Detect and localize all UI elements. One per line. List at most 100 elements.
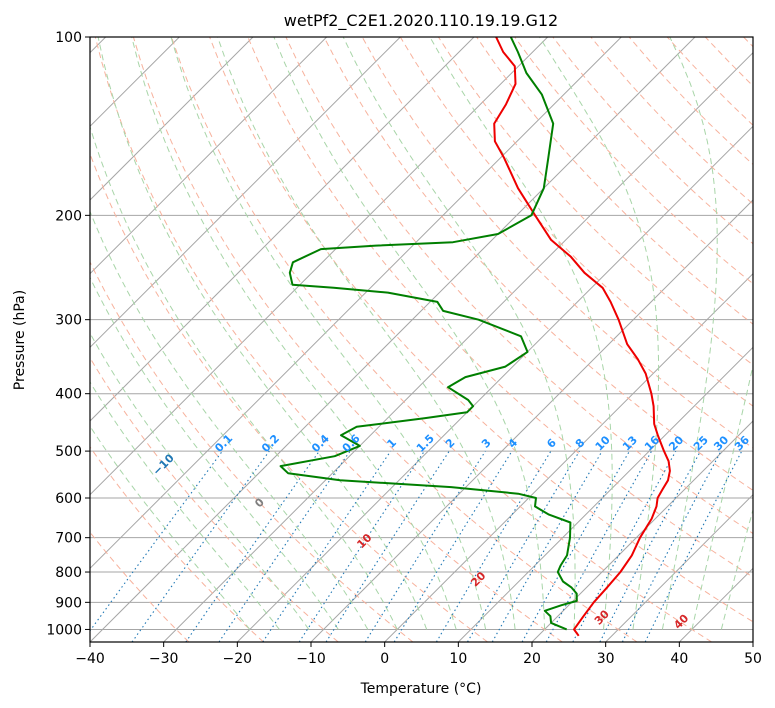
- sounding-series: [279, 37, 671, 637]
- moist-adiabat-line: [691, 363, 753, 630]
- x-tick-label: 0: [380, 651, 389, 667]
- y-tick-label: 200: [55, 208, 82, 224]
- mixing-ratio-line: [572, 450, 677, 642]
- dry-adiabat-line: [247, 37, 753, 578]
- dry-adiabat-label: −30: [0, 375, 9, 402]
- isotherm-line: [605, 493, 753, 642]
- mixing-ratio-line: [393, 450, 513, 642]
- moist-adiabat-line: [90, 276, 339, 630]
- moist-adiabat-line: [539, 37, 660, 630]
- mixing-ratio-label: 16: [642, 433, 662, 453]
- mixing-ratio-label: 6: [544, 436, 559, 451]
- dry-adiabat-line: [590, 37, 753, 205]
- dry-adiabat-line: [476, 37, 753, 325]
- isotherm-line: [90, 37, 696, 642]
- isotherm-line: [531, 420, 753, 642]
- dry-adiabat-line: [666, 37, 753, 126]
- isotherm-line: [678, 567, 753, 642]
- mixing-ratio-label: 36: [732, 433, 752, 453]
- dry-adiabat-line: [90, 260, 414, 642]
- moist-adiabat-line: [131, 37, 457, 630]
- y-tick-label: 500: [55, 444, 82, 460]
- moist-adiabat-line: [170, 37, 487, 630]
- y-tick-label: 1000: [46, 622, 82, 638]
- mixing-ratio-line: [218, 450, 351, 642]
- mixing-ratio-line: [599, 450, 701, 642]
- mixing-ratio-label: 30: [711, 433, 731, 453]
- isotherm-line: [236, 125, 753, 642]
- x-tick-label: 10: [449, 651, 467, 667]
- dry-adiabat-line: [743, 37, 753, 48]
- dry-adiabat-label: −20: [62, 413, 89, 440]
- dry-adiabat-line: [90, 531, 190, 642]
- moist-adiabat-line: [429, 37, 613, 630]
- moist-adiabat-line: [661, 37, 718, 630]
- x-tick-label: 50: [744, 651, 762, 667]
- isotherm-line: [457, 346, 753, 642]
- mixing-ratio-label: 2: [443, 436, 458, 451]
- x-tick-label: −40: [75, 651, 105, 667]
- dry-adiabat-line: [90, 446, 264, 642]
- mixing-ratio-line: [467, 450, 580, 642]
- isotherm-line: [163, 51, 753, 642]
- mixing-ratio-label: 4: [506, 436, 521, 451]
- mixing-ratio-line: [364, 450, 486, 642]
- y-tick-label: 300: [55, 313, 82, 329]
- y-tick-label: 900: [55, 595, 82, 611]
- mixing-ratio-label: 3: [479, 436, 494, 451]
- moist-adiabat-line: [90, 425, 251, 630]
- background-lines: [90, 37, 753, 642]
- isotherm-line: [90, 37, 475, 422]
- mixing-ratio-label: 20: [666, 433, 686, 453]
- y-tick-label: 100: [55, 30, 82, 46]
- dry-adiabat-line: [437, 37, 753, 366]
- line-labels: −100−90−80−70−60−50−40−30−20−10010203040…: [0, 375, 752, 632]
- dewpoint-series-line: [279, 37, 578, 631]
- moist-adiabat-line: [342, 37, 576, 630]
- x-tick-label: −20: [223, 651, 253, 667]
- x-axis: −40 −30 −20 −10 0 10 20 30 40 50: [75, 642, 762, 667]
- y-tick-label: 600: [55, 491, 82, 507]
- mixing-ratio-line: [262, 450, 392, 642]
- x-tick-label: −30: [149, 651, 179, 667]
- y-tick-label: 700: [55, 531, 82, 547]
- x-axis-title: Temperature (°C): [360, 681, 482, 697]
- moist-adiabat-line: [97, 37, 428, 630]
- dry-adiabat-line: [90, 152, 488, 642]
- isotherm-line: [752, 641, 753, 642]
- dry-adiabat-line: [704, 37, 753, 87]
- dry-adiabat-label: 10: [354, 531, 374, 551]
- dry-adiabat-label: −10: [150, 451, 177, 478]
- isotherm-line: [90, 37, 549, 496]
- moist-adiabat-line: [217, 37, 516, 630]
- mixing-ratio-label: 1: [384, 436, 399, 451]
- isotherm-line: [384, 272, 753, 642]
- moist-adiabat-line: [90, 381, 280, 630]
- isotherm-line: [90, 37, 622, 570]
- dry-adiabat-line: [171, 37, 712, 642]
- temperature-series-line: [493, 37, 671, 637]
- moist-adiabat-line: [90, 332, 310, 630]
- dry-adiabat-line: [94, 37, 563, 642]
- dry-adiabat-line: [209, 37, 753, 623]
- plot-frame: [89, 36, 754, 643]
- mixing-ratio-line: [644, 450, 743, 642]
- y-tick-label: 800: [55, 565, 82, 581]
- mixing-ratio-line: [298, 450, 425, 642]
- dry-adiabat-line: [323, 37, 753, 491]
- mixing-ratio-line: [325, 450, 450, 642]
- moist-adiabat-line: [90, 210, 369, 630]
- dry-adiabat-line: [90, 356, 339, 642]
- x-tick-label: −10: [296, 651, 326, 667]
- x-tick-label: 40: [670, 651, 688, 667]
- x-tick-label: 20: [523, 651, 541, 667]
- chart-title: wetPf2_C2E1.2020.110.19.19.G12: [284, 11, 558, 31]
- mixing-ratio-label: 10: [593, 433, 613, 453]
- mixing-ratio-line: [131, 450, 270, 642]
- dry-adiabat-label: 40: [671, 612, 691, 632]
- y-axis: 100 200 300 400 500 600 700 800 900 1000: [46, 30, 90, 638]
- y-axis-title: Pressure (hPa): [12, 290, 28, 390]
- moist-adiabat-line: [273, 37, 546, 630]
- mixing-ratio-label: 13: [620, 433, 640, 453]
